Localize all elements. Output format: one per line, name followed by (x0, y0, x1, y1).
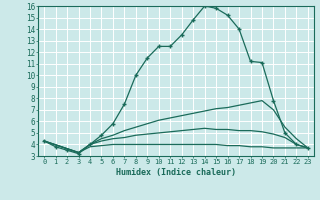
X-axis label: Humidex (Indice chaleur): Humidex (Indice chaleur) (116, 168, 236, 177)
